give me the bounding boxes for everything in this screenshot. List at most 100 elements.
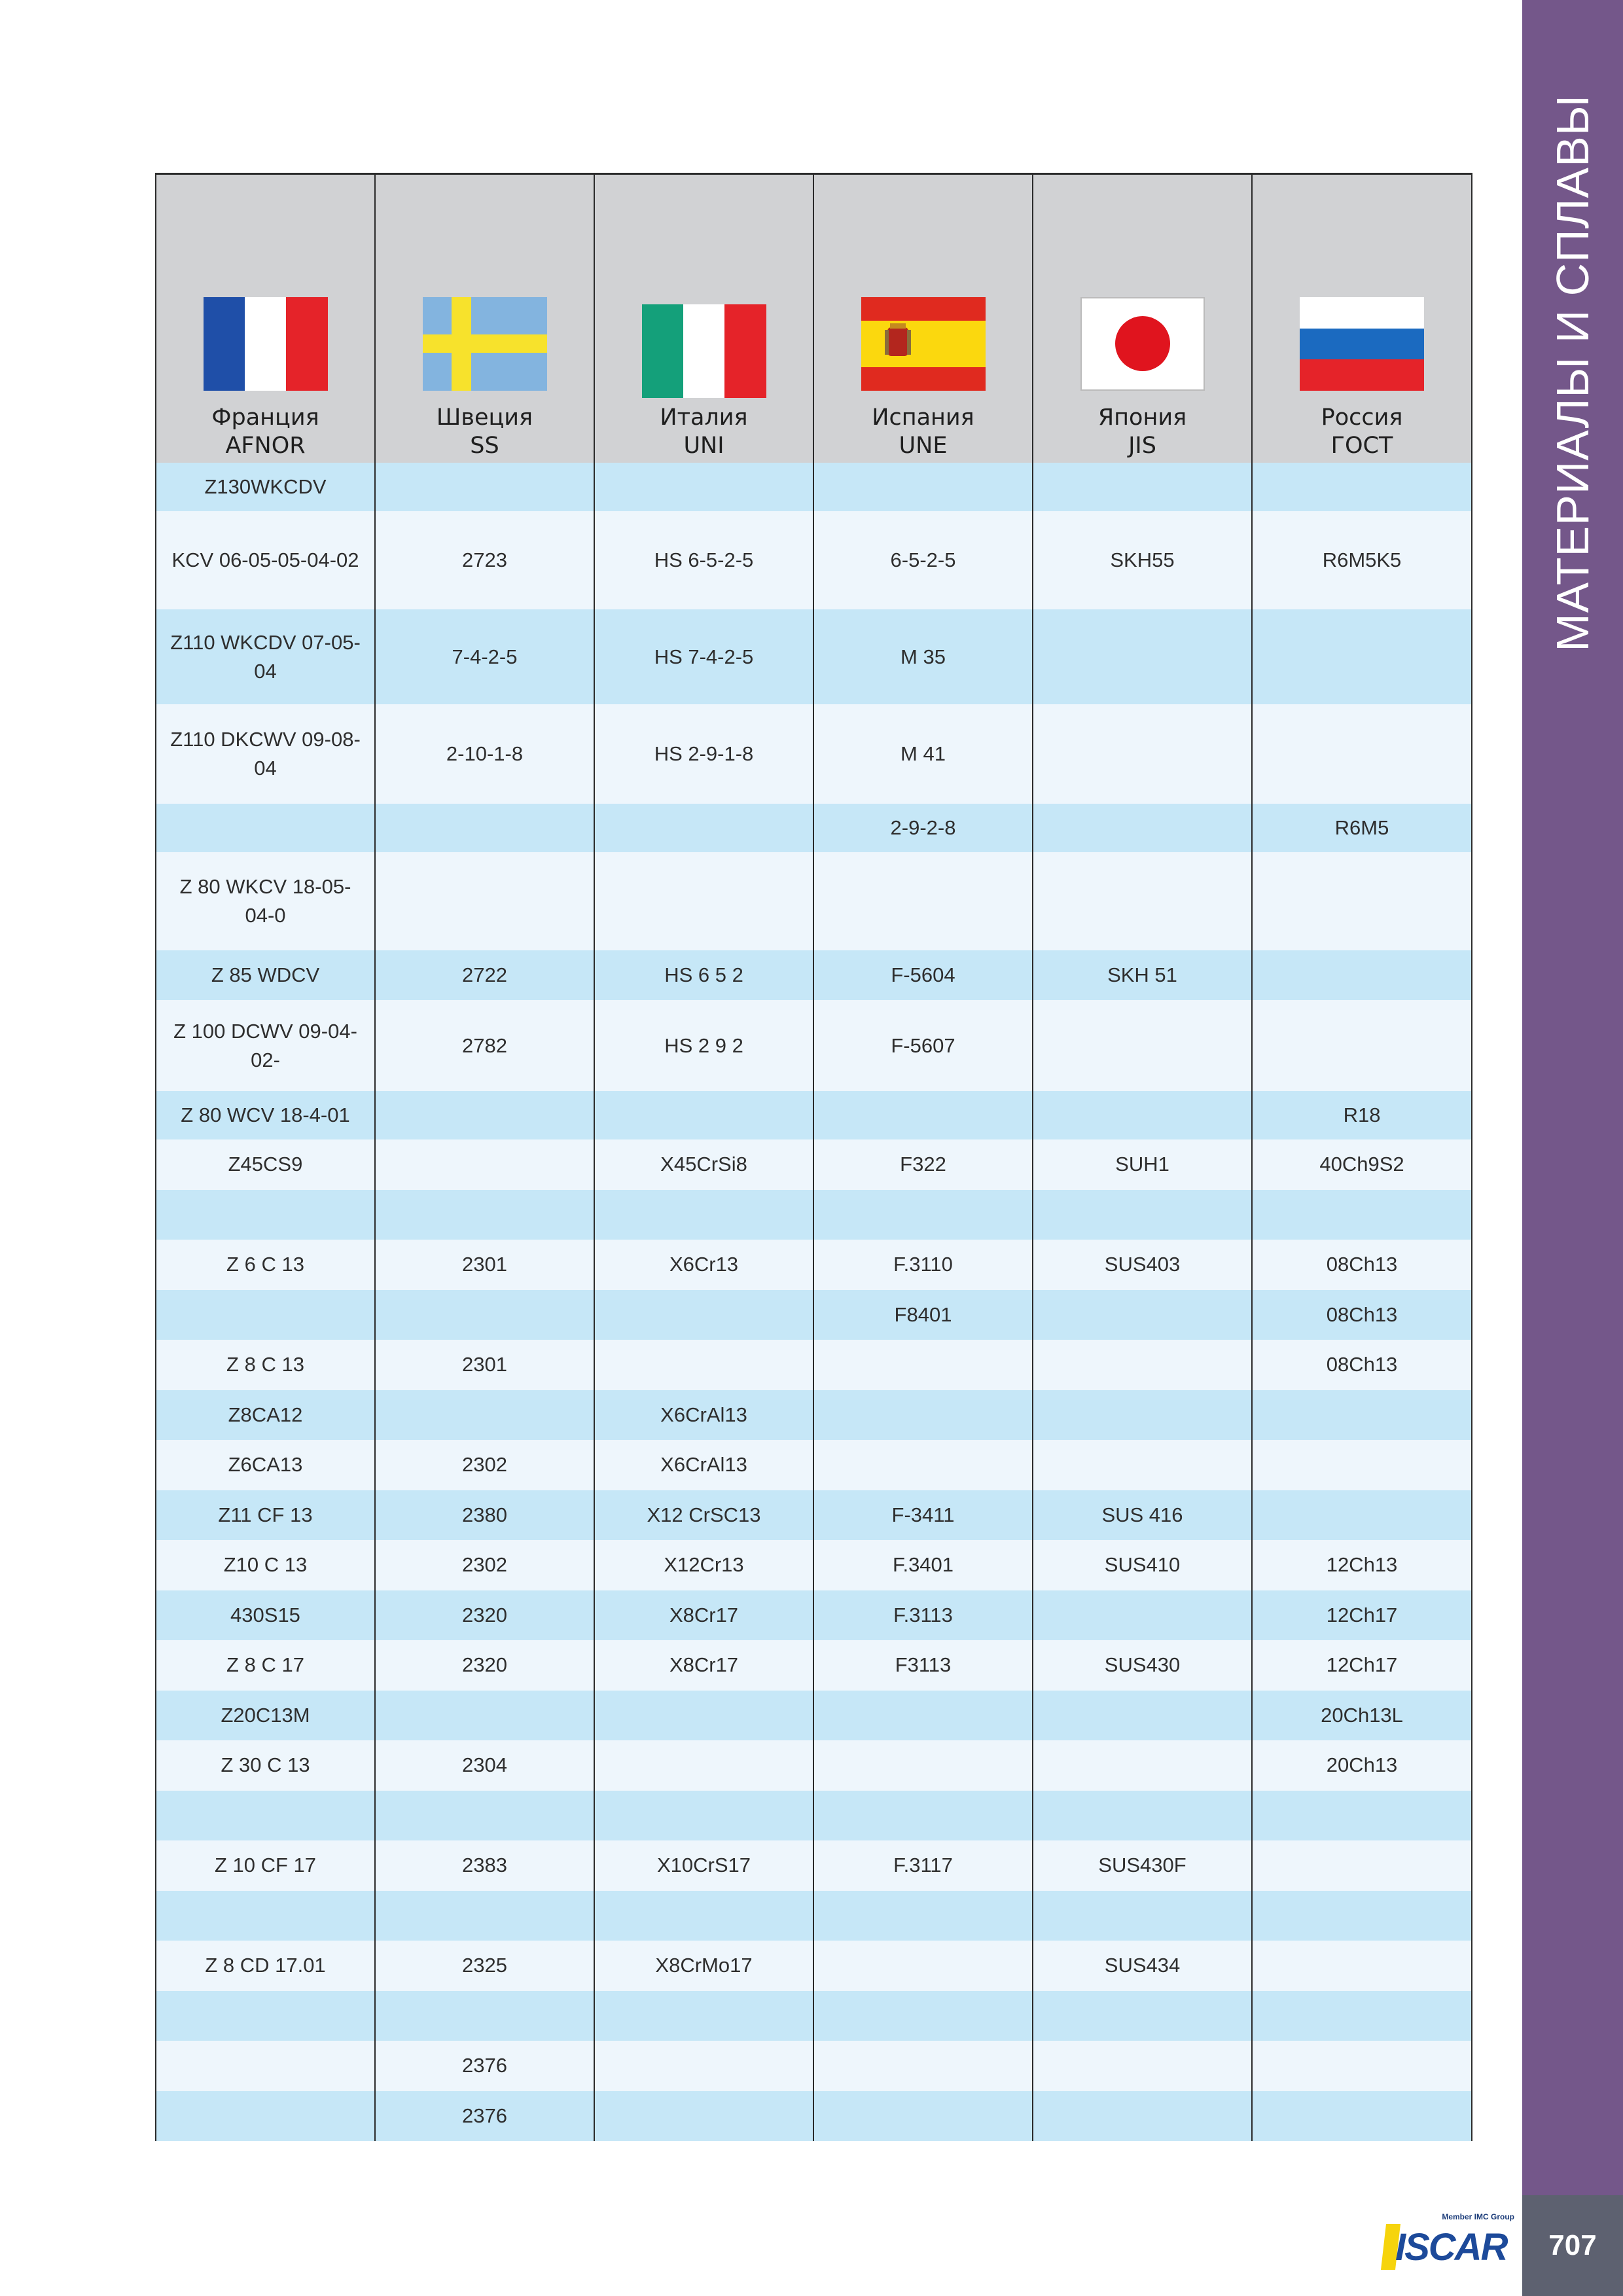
table-cell [1033, 463, 1253, 511]
member-text: Member IMC Group [1442, 2212, 1514, 2221]
table-cell [595, 1990, 814, 2041]
table-cell [1253, 1990, 1472, 2041]
table-cell: SUS430F [1033, 1840, 1253, 1891]
table-cell: 2-10-1-8 [376, 704, 595, 804]
table-cell: HS 6-5-2-5 [595, 511, 814, 609]
table-cell [595, 1890, 814, 1941]
table-cell: 2383 [376, 1840, 595, 1891]
table-cell [595, 1740, 814, 1791]
table-cell: Z 30 C 13 [155, 1740, 376, 1791]
table-cell: 08Ch13 [1253, 1340, 1472, 1390]
table-cell: Z10 C 13 [155, 1540, 376, 1590]
table-cell [595, 1189, 814, 1240]
table-cell [1033, 852, 1253, 950]
table-cell [814, 1890, 1033, 1941]
table-cell: F.3401 [814, 1540, 1033, 1590]
table-cell [814, 1440, 1033, 1490]
flag-france [204, 297, 328, 391]
standard: SS [470, 433, 499, 459]
table-cell: SUS403 [1033, 1240, 1253, 1290]
table-cell [814, 1690, 1033, 1740]
table-cell [814, 852, 1033, 950]
flag-italy [642, 304, 766, 398]
table-cell: 7-4-2-5 [376, 609, 595, 704]
table-cell: 2376 [376, 2041, 595, 2091]
table-cell: 2380 [376, 1490, 595, 1540]
table-cell: Z20C13M [155, 1690, 376, 1740]
brand: ISCAR [1395, 2226, 1508, 2269]
table-cell: Z 10 CF 17 [155, 1840, 376, 1891]
table-cell: Z45CS9 [155, 1139, 376, 1190]
table-cell [1253, 463, 1472, 511]
table-cell: Z110 DKCWV 09-08-04 [155, 704, 376, 804]
table-cell [155, 1189, 376, 1240]
table-cell [1253, 2041, 1472, 2091]
table-cell [814, 1790, 1033, 1840]
table-cell [1253, 1790, 1472, 1840]
table-cell [1033, 1990, 1253, 2041]
standard: ГОСТ [1330, 433, 1393, 459]
table-cell [595, 804, 814, 852]
table-cell [1253, 1390, 1472, 1440]
table-cell [1253, 1490, 1472, 1540]
table-cell [376, 1990, 595, 2041]
table-cell [595, 1091, 814, 1139]
table-cell: 2301 [376, 1340, 595, 1390]
table-cell [1253, 1189, 1472, 1240]
header-cell: Россия ГОСТ [1253, 175, 1472, 463]
table-cell [814, 1941, 1033, 1991]
table-cell: Z6CA13 [155, 1440, 376, 1490]
table-cell [1253, 1840, 1472, 1891]
table-cell [155, 1790, 376, 1840]
table-cell [1033, 1740, 1253, 1791]
table-cell [1253, 704, 1472, 804]
table-cell: 12Ch13 [1253, 1540, 1472, 1590]
table-cell: 2302 [376, 1440, 595, 1490]
table-cell [595, 1340, 814, 1390]
table-cell [376, 1790, 595, 1840]
table-cell [814, 2090, 1033, 2141]
table-cell: 40Ch9S2 [1253, 1139, 1472, 1190]
table-cell: 2301 [376, 1240, 595, 1290]
table-cell: Z11 CF 13 [155, 1490, 376, 1540]
logo-mark [1381, 2224, 1400, 2270]
table-cell [1253, 1890, 1472, 1941]
table-cell: 08Ch13 [1253, 1289, 1472, 1340]
table-cell [814, 1990, 1033, 2041]
flag-spain [861, 297, 986, 391]
table-cell: 2325 [376, 1941, 595, 1991]
table-cell [1033, 1590, 1253, 1640]
table-cell: F3113 [814, 1640, 1033, 1691]
header-cell: Испания UNE [814, 175, 1033, 463]
table-cell: HS 7-4-2-5 [595, 609, 814, 704]
table-cell [1033, 609, 1253, 704]
table-cell [1253, 1440, 1472, 1490]
table-cell: 2722 [376, 950, 595, 1000]
table-cell: X45CrSi8 [595, 1139, 814, 1190]
table-cell: X6CrAl13 [595, 1390, 814, 1440]
table-cell: M 35 [814, 609, 1033, 704]
table-cell: X12 CrSC13 [595, 1490, 814, 1540]
country: Испания [872, 404, 974, 431]
table-cell: 6-5-2-5 [814, 511, 1033, 609]
table-cell [595, 463, 814, 511]
table-cell: SUS434 [1033, 1941, 1253, 1991]
table-cell: X8CrMo17 [595, 1941, 814, 1991]
table-cell: R6M5 [1253, 804, 1472, 852]
table-cell: Z8CA12 [155, 1390, 376, 1440]
table-cell: HS 2-9-1-8 [595, 704, 814, 804]
table-cell: X8Cr17 [595, 1590, 814, 1640]
table-cell [1033, 1091, 1253, 1139]
table-cell: F.3113 [814, 1590, 1033, 1640]
table-cell [595, 1690, 814, 1740]
table-cell [155, 2090, 376, 2141]
table-cell [376, 1189, 595, 1240]
table-cell: Z 8 CD 17.01 [155, 1941, 376, 1991]
table-cell [1033, 2090, 1253, 2141]
logo: Member IMC Group ISCAR [1381, 2212, 1518, 2271]
table-cell [1033, 1289, 1253, 1340]
table-cell: 20Ch13L [1253, 1690, 1472, 1740]
flag-russia [1300, 297, 1424, 391]
country: Россия [1321, 404, 1403, 431]
